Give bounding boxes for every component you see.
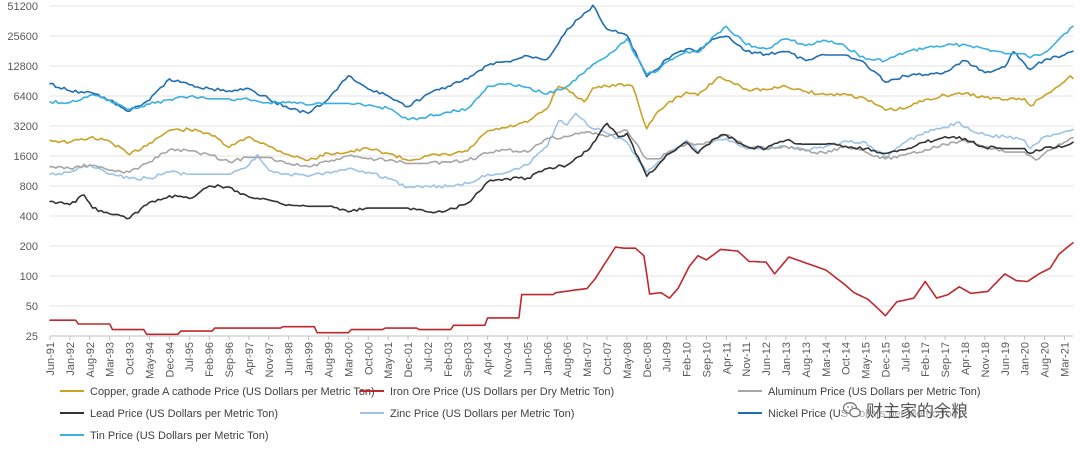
x-tick-label: Jul-09 [662, 342, 674, 372]
x-tick-label: Jun-12 [761, 342, 773, 376]
x-tick-label: Jul-95 [184, 342, 196, 372]
x-tick-label: Feb-03 [443, 342, 455, 377]
x-tick-label: Dec-08 [642, 342, 654, 377]
y-tick-label: 51200 [7, 1, 38, 13]
x-axis: Jun-91 Jan-92 Aug-92 Mar-93 Oct-93 May-94 Dec-… [45, 335, 1073, 379]
x-tick-label: May-15 [861, 342, 873, 379]
x-tick-label: May-08 [622, 342, 634, 379]
x-tick-label: Feb-96 [204, 342, 216, 377]
x-tick-label: Sep-03 [463, 342, 475, 377]
x-tick-label: Jan-20 [1020, 342, 1032, 376]
series-line-zinc [49, 112, 1074, 189]
x-tick-label: Jan-06 [542, 342, 554, 376]
x-tick-label: Oct-07 [602, 342, 614, 375]
x-tick-label: Jun-19 [1000, 342, 1012, 376]
x-tick-label: Jun-05 [522, 342, 534, 376]
x-tick-label: Apr-97 [244, 342, 256, 375]
series-line-lead [49, 122, 1074, 220]
y-axis: 25 50 100 200 400 800 1600 3200 6400 12800 25600 51… [7, 1, 38, 343]
series-line-aluminum [49, 129, 1074, 174]
x-tick-label: Aug-20 [1040, 342, 1052, 377]
x-tick-label: Jul-16 [900, 342, 912, 372]
series-line-tin [49, 25, 1074, 121]
series-line-nickel [49, 4, 1074, 114]
x-tick-label: Jun-91 [45, 342, 57, 376]
x-tick-label: Apr-11 [721, 342, 733, 374]
x-tick-label: Nov-04 [503, 342, 515, 377]
watermark: 财主家的余粮 [842, 397, 968, 422]
legend-label-copper: Copper, grade A cathode Price (US Dollar… [90, 386, 375, 398]
x-tick-label: Sep-96 [224, 342, 236, 377]
x-tick-label: Jan-92 [65, 342, 77, 376]
x-tick-label: Dec-15 [880, 342, 892, 377]
x-tick-label: Mar-00 [343, 342, 355, 377]
y-tick-label: 3200 [14, 121, 38, 133]
x-tick-label: Feb-17 [920, 342, 932, 377]
series-line-copper [49, 75, 1074, 162]
x-tick-label: Jul-02 [423, 342, 435, 372]
legend-label-iron: Iron Ore Price (US Dollars per Dry Metri… [390, 386, 614, 398]
wechat-icon [842, 401, 861, 417]
series-lines [49, 4, 1074, 336]
x-tick-label: Apr-18 [960, 342, 972, 375]
legend-label-lead: Lead Price (US Dollars per Metric Ton) [90, 408, 278, 420]
x-tick-label: Nov-97 [264, 342, 276, 377]
y-tick-label: 400 [20, 211, 38, 223]
x-tick-label: Sep-17 [940, 342, 952, 377]
x-tick-label: May-94 [144, 342, 156, 379]
y-tick-label: 6400 [14, 91, 38, 103]
x-tick-label: Oct-14 [841, 342, 853, 375]
x-tick-label: Nov-11 [741, 342, 753, 377]
x-tick-label: Aug-92 [85, 342, 97, 377]
y-tick-label: 1600 [14, 151, 38, 163]
watermark-text: 财主家的余粮 [866, 402, 968, 422]
x-tick-label: Sep-10 [701, 342, 713, 377]
x-tick-label: Oct-93 [125, 342, 137, 375]
y-tick-label: 25600 [7, 31, 38, 43]
x-tick-label: Mar-93 [105, 342, 117, 377]
x-tick-label: Apr-04 [483, 342, 495, 375]
y-tick-label: 200 [20, 241, 38, 253]
x-tick-label: Oct-00 [363, 342, 375, 375]
gridlines [50, 5, 1073, 337]
legend-label-zinc: Zinc Price (US Dollars per Metric Ton) [390, 408, 574, 420]
x-tick-label: Feb-10 [682, 342, 694, 377]
legend-label-tin: Tin Price (US Dollars per Metric Ton) [90, 430, 269, 442]
y-tick-label: 100 [20, 271, 38, 283]
x-tick-label: Dec-01 [403, 342, 415, 377]
y-tick-label: 50 [26, 301, 38, 313]
x-tick-label: Aug-06 [562, 342, 574, 377]
y-tick-label: 25 [26, 331, 38, 343]
x-tick-label: Mar-07 [582, 342, 594, 377]
x-tick-label: Mar-14 [821, 342, 833, 377]
y-tick-label: 800 [20, 181, 38, 193]
x-tick-label: Mar-21 [1059, 342, 1071, 377]
x-tick-label: Jan-13 [781, 342, 793, 376]
y-tick-label: 12800 [7, 61, 38, 73]
x-tick-label: Nov-18 [980, 342, 992, 377]
series-line-iron [49, 242, 1074, 336]
x-tick-label: Aug-13 [801, 342, 813, 377]
x-tick-label: Dec-94 [164, 342, 176, 377]
x-tick-label: May-01 [383, 342, 395, 379]
x-tick-label: Aug-99 [323, 342, 335, 377]
legend-label-aluminum: Aluminum Price (US Dollars per Metric To… [768, 386, 981, 398]
x-tick-label: Jan-99 [304, 342, 316, 376]
x-tick-label: Jun-98 [284, 342, 296, 376]
